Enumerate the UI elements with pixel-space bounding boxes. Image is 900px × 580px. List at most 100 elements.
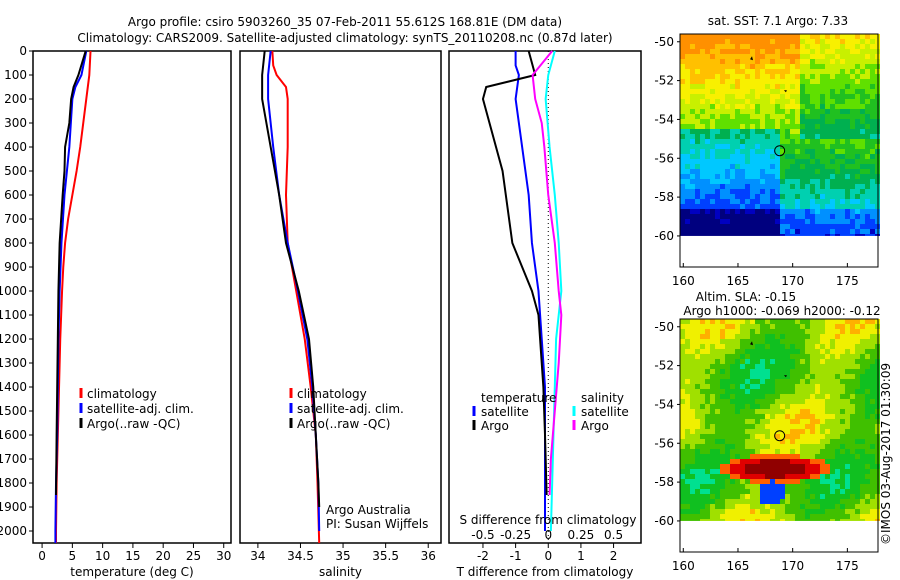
map-cell — [810, 34, 815, 39]
map-cell — [745, 379, 750, 384]
map-cell — [725, 129, 730, 134]
map-cell — [685, 99, 690, 104]
map-cell — [745, 44, 750, 49]
map-cell — [760, 339, 765, 344]
map-cell — [680, 374, 685, 379]
map-cell — [770, 449, 775, 454]
y-tick-label: 500 — [4, 164, 27, 178]
map-cell — [755, 359, 760, 364]
map-cell — [785, 394, 790, 399]
map-cell — [680, 224, 685, 229]
map-cell — [850, 379, 855, 384]
map-cell — [760, 209, 765, 214]
map-cell — [870, 379, 875, 384]
map-cell — [745, 424, 750, 429]
map-cell — [860, 414, 865, 419]
map-cell — [715, 374, 720, 379]
map-cell — [735, 104, 740, 109]
map-cell — [780, 124, 785, 129]
map-cell — [710, 74, 715, 79]
map-cell — [810, 434, 815, 439]
y-tick-label: 2000 — [0, 524, 27, 538]
map-cell — [860, 104, 865, 109]
map-cell — [850, 369, 855, 374]
map-cell — [730, 509, 735, 514]
map-cell — [795, 229, 800, 234]
map-cell — [780, 119, 785, 124]
map-cell — [815, 434, 820, 439]
map-cell — [835, 129, 840, 134]
map-cell — [745, 324, 750, 329]
map-cell — [850, 114, 855, 119]
map-cell — [710, 489, 715, 494]
map-cell — [680, 209, 685, 214]
map-cell — [775, 474, 780, 479]
map-cell — [865, 89, 870, 94]
map-cell — [835, 119, 840, 124]
map-cell — [740, 54, 745, 59]
map-cell — [775, 194, 780, 199]
map-cell — [865, 209, 870, 214]
y-tick-label: -52 — [654, 74, 674, 88]
map-cell — [850, 394, 855, 399]
map-cell — [805, 459, 810, 464]
map-cell — [805, 49, 810, 54]
map-cell — [765, 324, 770, 329]
map-cell — [780, 514, 785, 519]
map-cell — [765, 134, 770, 139]
map-cell — [860, 379, 865, 384]
map-cell — [740, 94, 745, 99]
map-cell — [760, 199, 765, 204]
map-cell — [720, 334, 725, 339]
map-cell — [805, 349, 810, 354]
map-cell — [745, 134, 750, 139]
map-cell — [800, 494, 805, 499]
map-cell — [690, 74, 695, 79]
map-cell — [815, 79, 820, 84]
map-cell — [775, 489, 780, 494]
map-cell — [770, 404, 775, 409]
map-cell — [840, 59, 845, 64]
map-cell — [685, 489, 690, 494]
map-cell — [785, 489, 790, 494]
map-cell — [825, 139, 830, 144]
map-cell — [795, 484, 800, 489]
map-cell — [700, 79, 705, 84]
map-cell — [715, 164, 720, 169]
map-cell — [740, 144, 745, 149]
map-cell — [705, 94, 710, 99]
map-cell — [785, 419, 790, 424]
map-cell — [835, 429, 840, 434]
map-cell — [785, 509, 790, 514]
map-cell — [760, 429, 765, 434]
map-cell — [810, 214, 815, 219]
map-cell — [770, 474, 775, 479]
map-cell — [760, 344, 765, 349]
map-cell — [760, 389, 765, 394]
map-cell — [840, 364, 845, 369]
map-cell — [730, 459, 735, 464]
map-cell — [745, 54, 750, 59]
map-cell — [700, 364, 705, 369]
map-cell — [805, 134, 810, 139]
map-title: Altim. SLA: -0.15 — [696, 290, 796, 304]
map-cell — [845, 489, 850, 494]
map-cell — [680, 44, 685, 49]
map-cell — [680, 434, 685, 439]
map-cell — [735, 454, 740, 459]
map-cell — [685, 464, 690, 469]
map-cell — [685, 114, 690, 119]
map-cell — [840, 184, 845, 189]
map-cell — [700, 429, 705, 434]
map-cell — [705, 494, 710, 499]
map-cell — [855, 519, 860, 521]
map-cell — [785, 364, 790, 369]
map-cell — [720, 159, 725, 164]
map-cell — [860, 434, 865, 439]
map-cell — [850, 459, 855, 464]
map-cell — [860, 149, 865, 154]
map-cell — [850, 159, 855, 164]
map-cell — [830, 369, 835, 374]
map-cell — [830, 384, 835, 389]
map-cell — [705, 89, 710, 94]
